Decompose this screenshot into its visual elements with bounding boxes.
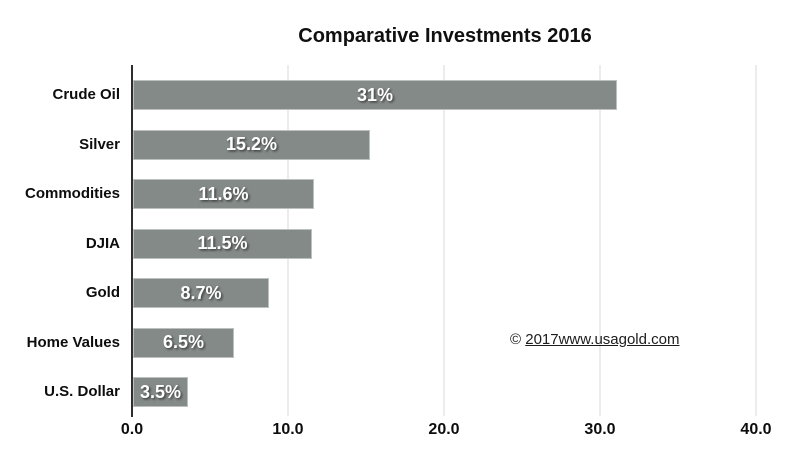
category-label: Silver (79, 135, 120, 153)
gridline (755, 65, 757, 416)
category-label: Home Values (26, 333, 120, 351)
bar-value-label: 15.2% (225, 134, 278, 154)
gridline (443, 65, 445, 416)
bar-value-label: 8.7% (180, 282, 222, 303)
category-label: DJIA (85, 234, 120, 252)
bar: 11.6% (133, 179, 314, 209)
gridline (599, 65, 601, 416)
x-tick-label: 10.0 (272, 421, 304, 438)
y-axis-line (131, 65, 133, 417)
copyright-symbol: © (510, 331, 526, 348)
category-label: Gold (85, 284, 120, 301)
chart-title: Comparative Investments 2016 (298, 25, 592, 47)
copyright-link[interactable]: 2017www.usagold.com (525, 331, 680, 348)
bar-value-label: 11.6% (198, 183, 249, 204)
x-tick-label: 30.0 (584, 421, 616, 438)
bar: 15.2% (133, 129, 370, 160)
copyright-note: © 2017www.usagold.com (510, 331, 680, 348)
bar-value-label: 11.5% (197, 233, 248, 253)
bar-value-label: 31% (356, 84, 394, 105)
bar: 8.7% (133, 278, 269, 308)
category-label: Commodities (24, 185, 120, 202)
bar: 31% (133, 80, 617, 110)
bar: 11.5% (133, 228, 312, 259)
bar: 3.5% (133, 377, 188, 407)
x-tick-label: 40.0 (740, 421, 772, 438)
category-label: U.S. Dollar (44, 383, 120, 400)
x-tick-label: 0.0 (120, 421, 144, 438)
x-tick-label: 20.0 (428, 421, 460, 438)
bar-value-label: 3.5% (139, 381, 182, 402)
bar-value-label: 6.5% (162, 332, 205, 352)
category-label: Crude Oil (52, 86, 120, 103)
bar: 6.5% (133, 327, 234, 358)
